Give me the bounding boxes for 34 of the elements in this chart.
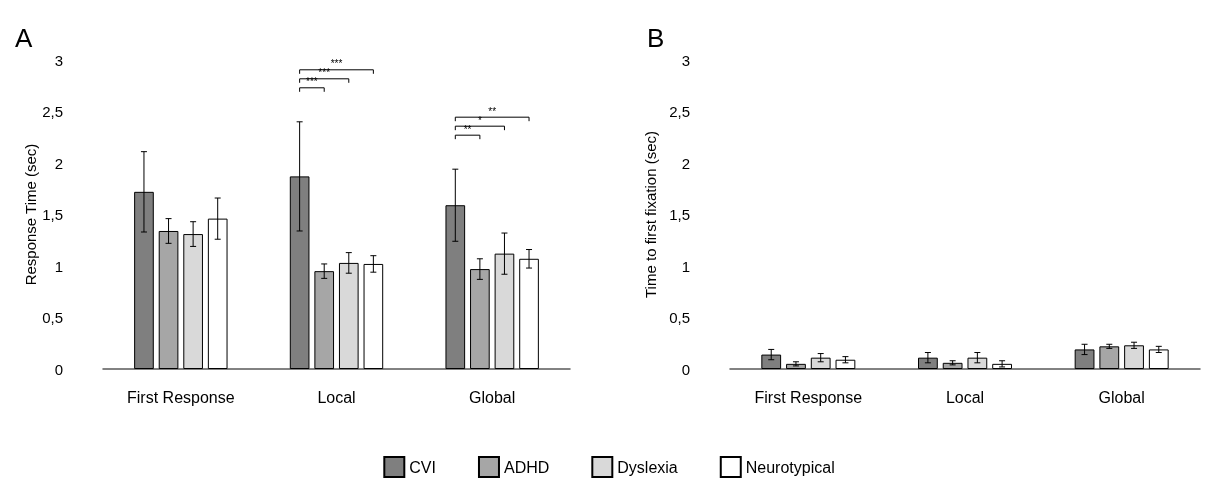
y-tick-label: 3: [681, 51, 690, 69]
chart-title: A: [15, 23, 33, 53]
y-tick-label: 0,5: [669, 309, 690, 326]
y-tick-label: 3: [54, 51, 63, 69]
y-tick-label: 1: [681, 257, 690, 275]
y-tick-label: 1,5: [42, 206, 63, 223]
y-tick-label: 2: [54, 154, 63, 172]
legend-label: Dyslexia: [617, 458, 678, 476]
y-tick-label: 2,5: [42, 103, 63, 120]
y-tick-label: 0,5: [42, 309, 63, 326]
y-axis-title: Response Time (sec): [22, 143, 40, 286]
x-tick-label: First Response: [754, 388, 863, 406]
y-axis-title: Time to first fixation (sec): [642, 131, 660, 298]
annotation: *: [477, 114, 482, 126]
x-tick-label: Local: [317, 388, 356, 406]
y-tick-label: 1: [54, 257, 63, 275]
annotation: **: [488, 105, 497, 117]
x-tick-label: Global: [469, 388, 516, 406]
y-tick-label: 0: [681, 360, 690, 378]
annotation: **: [463, 123, 472, 135]
annotation: ***: [318, 67, 331, 79]
chart-title: B: [647, 23, 665, 53]
y-tick-label: 2: [681, 154, 690, 172]
y-tick-label: 2,5: [669, 103, 690, 120]
annotation: ***: [330, 58, 343, 70]
legend-label: CVI: [409, 458, 436, 476]
legend-label: ADHD: [503, 458, 550, 476]
y-tick-label: 0: [54, 360, 63, 378]
y-tick-label: 1,5: [669, 206, 690, 223]
x-tick-label: Global: [1098, 388, 1145, 406]
annotation: ***: [306, 76, 318, 88]
legend-label: Neurotypical: [745, 458, 835, 476]
x-tick-label: Local: [945, 388, 985, 406]
x-tick-label: First Response: [127, 388, 235, 406]
